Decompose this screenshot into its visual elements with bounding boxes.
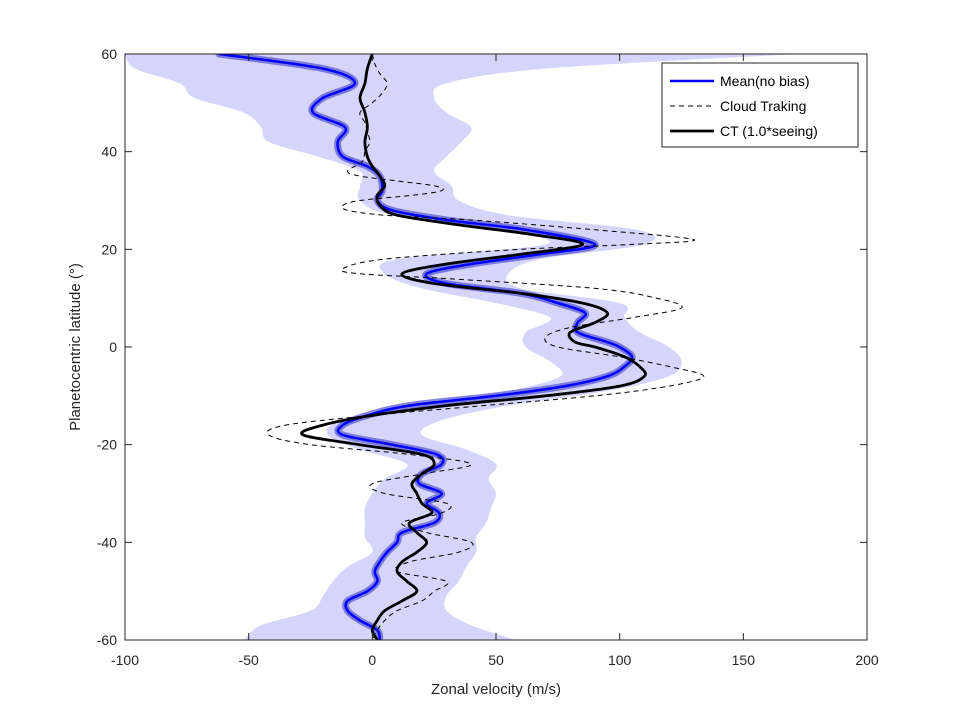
legend-label-ct-seeing: CT (1.0*seeing)	[720, 123, 818, 139]
series-line-ct-seeing	[300, 54, 647, 640]
plot-area	[125, 54, 867, 640]
x-tick-label: -50	[239, 652, 259, 668]
y-tick-label: 40	[101, 144, 117, 160]
uncertainty-band	[125, 54, 798, 640]
y-tick-label: -40	[97, 534, 117, 550]
legend: Mean(no bias) Cloud Traking CT (1.0*seei…	[661, 62, 859, 148]
x-tick-label: 100	[608, 652, 632, 668]
series-line-cloud-traking	[266, 54, 705, 640]
y-tick-label: 0	[109, 339, 117, 355]
plot-content	[125, 54, 798, 640]
x-tick-label: -100	[111, 652, 139, 668]
legend-label-mean-no-bias: Mean(no bias)	[720, 73, 810, 89]
y-tick-label: -60	[97, 632, 117, 648]
y-tick-label: 60	[101, 46, 117, 62]
x-axis-label: Zonal velocity (m/s)	[431, 681, 561, 698]
legend-box	[661, 62, 859, 148]
x-axis: -100 -50 0 50 100 150 200	[111, 54, 879, 668]
x-tick-label: 200	[855, 652, 879, 668]
y-axis: -60 -40 -20 0 20 40 60	[97, 46, 867, 648]
y-axis-label: Planetocentric latitude (°)	[67, 263, 84, 431]
x-tick-label: 50	[488, 652, 504, 668]
x-tick-label: 0	[368, 652, 376, 668]
y-tick-label: -20	[97, 437, 117, 453]
x-tick-label: 150	[732, 652, 756, 668]
legend-label-cloud-traking: Cloud Traking	[720, 98, 806, 114]
y-tick-label: 20	[101, 241, 117, 257]
